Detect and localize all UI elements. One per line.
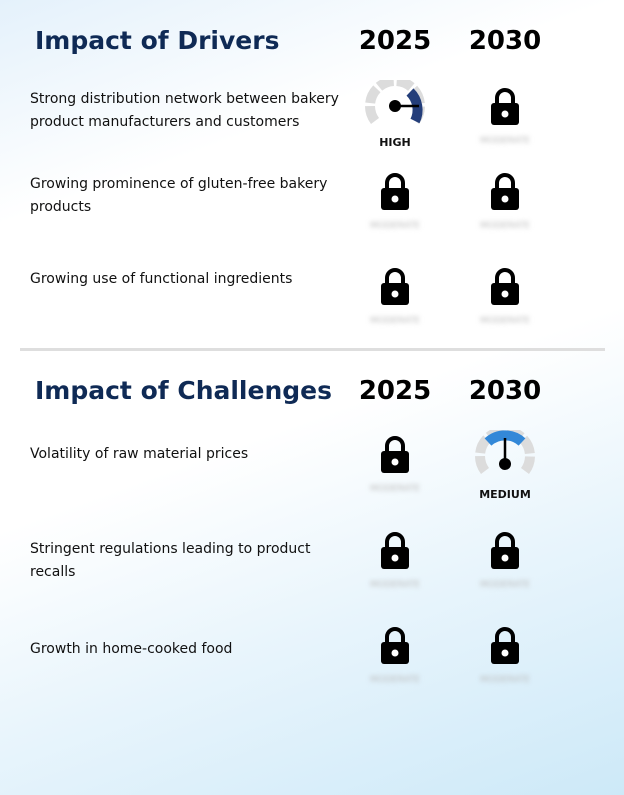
challenges-title: Impact of Challenges: [35, 376, 332, 405]
lock-icon: [381, 173, 409, 210]
locked-value: MODERATE: [480, 316, 530, 326]
drivers-year-2025: 2025: [358, 26, 432, 56]
challenge-cell-2030: MODERATE: [450, 532, 560, 612]
lock-icon: [491, 627, 519, 664]
lock-icon: [381, 532, 409, 569]
section-divider: [20, 348, 605, 351]
locked-value: MODERATE: [370, 316, 420, 326]
lock-icon: [381, 268, 409, 305]
challenge-cell-2025: MODERATE: [340, 627, 450, 707]
lock-icon: [491, 268, 519, 305]
gauge-icon: [365, 80, 425, 124]
lock-icon: [381, 627, 409, 664]
lock-icon: [491, 532, 519, 569]
locked-value: MODERATE: [370, 221, 420, 231]
challenge-cell-2030: MEDIUM: [450, 430, 560, 510]
driver-cell-2025: MODERATE: [340, 173, 450, 253]
locked-value: MODERATE: [370, 580, 420, 590]
challenge-label: Stringent regulations leading to product…: [30, 541, 311, 580]
driver-cell-2025: MODERATE: [340, 268, 450, 348]
locked-value: MODERATE: [480, 675, 530, 685]
driver-cell-2025: HIGH: [340, 80, 450, 160]
lock-icon: [381, 436, 409, 473]
driver-cell-2030: MODERATE: [450, 268, 560, 348]
challenges-year-2025: 2025: [358, 376, 432, 406]
locked-value: MODERATE: [370, 484, 420, 494]
driver-label: Growing use of functional ingredients: [30, 271, 293, 287]
challenge-cell-2030: MODERATE: [450, 627, 560, 707]
driver-label: Strong distribution network between bake…: [30, 91, 339, 130]
drivers-year-2030: 2030: [468, 26, 542, 56]
driver-cell-2030: MODERATE: [450, 173, 560, 253]
challenges-year-2030: 2030: [468, 376, 542, 406]
lock-icon: [491, 173, 519, 210]
drivers-title: Impact of Drivers: [35, 26, 280, 55]
challenge-cell-2025: MODERATE: [340, 436, 450, 516]
locked-value: MODERATE: [370, 675, 420, 685]
gauge-level-label: MEDIUM: [479, 488, 531, 501]
lock-icon: [491, 88, 519, 125]
challenge-label: Volatility of raw material prices: [30, 446, 249, 462]
gauge-icon: [475, 430, 535, 474]
locked-value: MODERATE: [480, 580, 530, 590]
locked-value: MODERATE: [480, 221, 530, 231]
locked-value: MODERATE: [480, 136, 530, 146]
driver-cell-2030: MODERATE: [450, 88, 560, 168]
gauge-level-label: HIGH: [379, 136, 411, 149]
challenge-cell-2025: MODERATE: [340, 532, 450, 612]
challenge-label: Growth in home-cooked food: [30, 641, 233, 657]
driver-label: Growing prominence of gluten-free bakery…: [30, 176, 328, 215]
